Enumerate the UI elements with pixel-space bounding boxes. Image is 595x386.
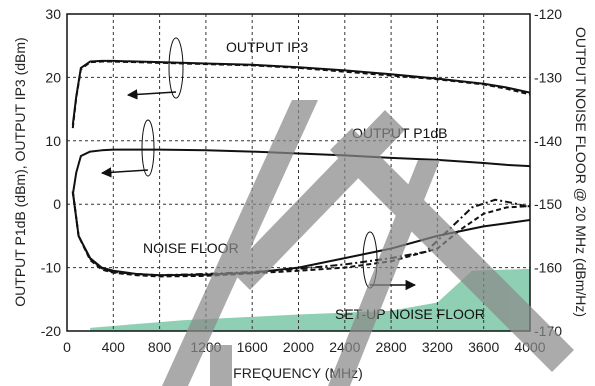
x-tick-label: 800 [148, 339, 172, 355]
p1db-callout-arrow [100, 167, 149, 178]
x-tick-label: 2000 [283, 339, 314, 355]
plot-frame [66, 13, 531, 332]
x-axis-title: FREQUENCY (MHz) [233, 365, 363, 381]
y-left-tick-label: 0 [53, 196, 61, 212]
y-left-tick-label: 30 [45, 6, 61, 22]
y-left-tick-label: -20 [41, 323, 61, 339]
y-right-tick-labels: -170-160-150-140-130-120 [534, 6, 562, 339]
x-tick-labels: 040080012001600200024002800320036004000 [63, 339, 546, 355]
y-left-axis-title: OUTPUT P1dB (dBm), OUTPUT IP3 (dBm) [12, 37, 28, 306]
y-right-tick-label: -150 [534, 196, 562, 212]
y-left-tick-label: 20 [45, 69, 61, 85]
ip3-callout-ellipse [168, 37, 184, 99]
annotation-noise-floor: NOISE FLOOR [143, 240, 239, 256]
annotation-output-ip3: OUTPUT IP3 [226, 39, 308, 55]
setup-noise-floor-area [90, 268, 530, 331]
series-line-1 [71, 60, 530, 129]
x-tick-label: 3200 [422, 339, 453, 355]
y-right-tick-label: -130 [534, 69, 562, 85]
y-left-tick-label: -10 [41, 260, 61, 276]
y-right-axis-title: OUTPUT NOISE FLOOR @ 20 MHz (dBm/Hz) [573, 27, 589, 317]
watermark [162, 100, 574, 386]
x-tick-label: 2800 [376, 339, 407, 355]
y-right-tick-label: -160 [534, 260, 562, 276]
y-left-tick-label: 10 [45, 133, 61, 149]
x-tick-label: 0 [63, 339, 71, 355]
x-tick-label: 3600 [468, 339, 499, 355]
series-line-2 [71, 148, 530, 195]
y-right-tick-label: -140 [534, 133, 562, 149]
y-left-tick-labels: -20 -10 0 10 20 30 [41, 6, 61, 339]
y-right-tick-label: -120 [534, 6, 562, 22]
series-line-5 [71, 191, 530, 277]
grid [67, 14, 530, 331]
x-tick-label: 400 [102, 339, 126, 355]
p1db-callout-ellipse [141, 119, 155, 177]
ip3-callout-arrow [126, 89, 177, 100]
series-group [71, 59, 530, 278]
x-tick-label: 1600 [237, 339, 268, 355]
